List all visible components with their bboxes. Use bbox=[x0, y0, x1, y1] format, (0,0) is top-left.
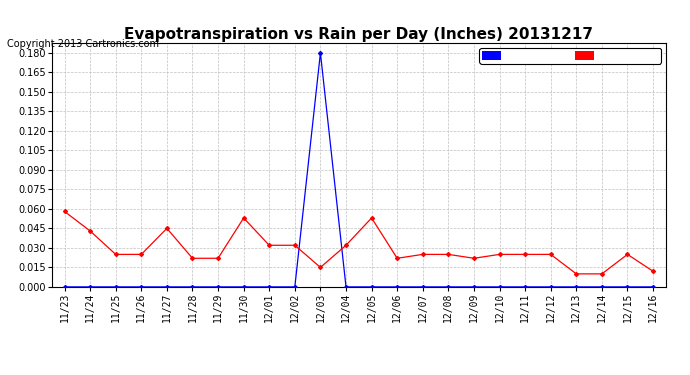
Title: Evapotranspiration vs Rain per Day (Inches) 20131217: Evapotranspiration vs Rain per Day (Inch… bbox=[124, 27, 593, 42]
Legend: Rain (Inches), ET  (Inches): Rain (Inches), ET (Inches) bbox=[480, 48, 660, 63]
Text: Copyright 2013 Cartronics.com: Copyright 2013 Cartronics.com bbox=[7, 39, 159, 50]
